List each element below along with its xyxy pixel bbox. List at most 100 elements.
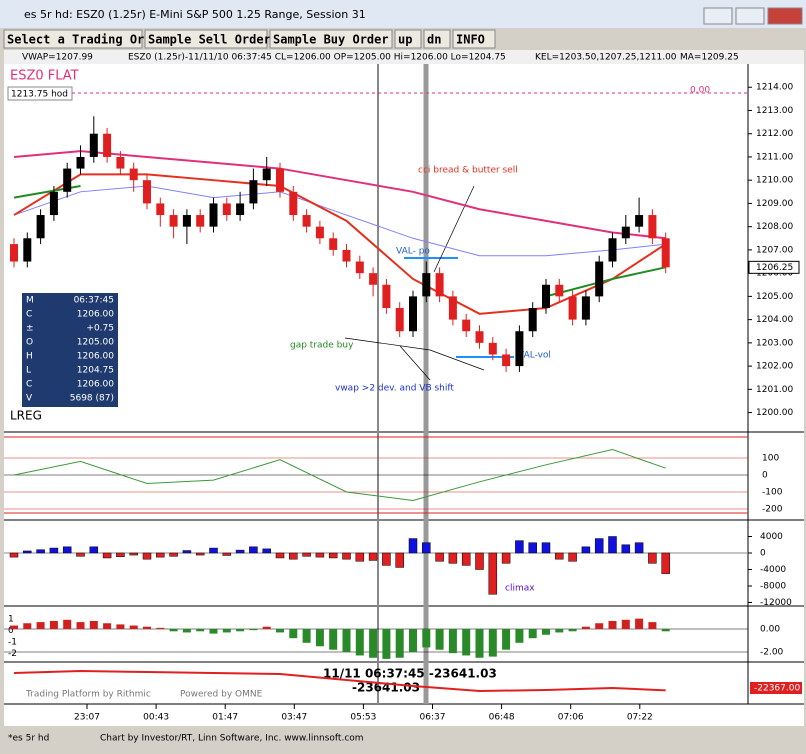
toolbar-button[interactable] xyxy=(394,29,422,49)
y-tick-label: 1202.00 xyxy=(756,362,793,372)
hist-bar xyxy=(488,629,497,657)
toolbar-label[interactable]: Select a Trading Order xyxy=(7,33,166,47)
delta-bar xyxy=(315,552,325,558)
toolbar-button[interactable] xyxy=(144,29,268,49)
zero-label: 0.00 xyxy=(690,86,710,96)
minimize-button[interactable] xyxy=(703,7,733,25)
y-tick-label: 100 xyxy=(762,454,779,464)
hist-bar xyxy=(355,629,364,656)
candle-body xyxy=(448,296,457,320)
toolbar-button[interactable] xyxy=(423,29,451,49)
hist-bar xyxy=(249,629,258,631)
candle-body xyxy=(76,156,85,169)
hist-bar xyxy=(369,629,378,658)
delta-bar xyxy=(222,552,232,556)
branding: Trading Platform by Rithmic xyxy=(25,690,151,700)
hist-bar xyxy=(409,629,417,652)
data-box-value: +0.75 xyxy=(86,324,114,334)
candle-body xyxy=(369,273,378,285)
y-tick-label: -4000 xyxy=(760,565,786,575)
candle-body xyxy=(661,238,670,268)
data-box xyxy=(22,293,118,407)
cci-line xyxy=(13,448,666,502)
x-tick-label: 07:22 xyxy=(627,713,653,723)
candle-body xyxy=(156,203,165,216)
delta-bar xyxy=(568,552,577,562)
hist-bar xyxy=(515,629,524,643)
y-tick-label: 1211.00 xyxy=(756,152,793,162)
hist-bar xyxy=(302,629,311,643)
delta-bar xyxy=(195,552,205,556)
toolbar-label[interactable]: Sample Buy Order xyxy=(273,33,389,47)
candle-body xyxy=(209,203,218,227)
last-price-label: 1206.25 xyxy=(756,263,793,273)
annotation: climax xyxy=(505,584,535,594)
maximize-button[interactable] xyxy=(735,7,765,25)
toolbar-button[interactable] xyxy=(269,29,393,49)
toolbar-label[interactable]: dn xyxy=(427,33,441,47)
candle-body xyxy=(621,226,630,239)
toolbar-label[interactable]: Sample Sell Order xyxy=(148,33,271,47)
toolbar-button[interactable] xyxy=(452,29,496,49)
y-tick-label: 1204.00 xyxy=(756,315,793,325)
hist-bar xyxy=(648,622,657,629)
legend-item: ESZ0 (1.25r)-11/11/10 06:37:45 CL=1206.0… xyxy=(128,53,506,63)
candle-body xyxy=(103,133,112,157)
delta-bar xyxy=(49,547,59,554)
title-bar xyxy=(0,0,806,28)
candle-body xyxy=(302,215,311,227)
y-tick-label: 1209.00 xyxy=(756,199,793,209)
y-tick-label: 0 xyxy=(760,549,766,559)
toolbar-button[interactable] xyxy=(3,29,143,49)
annotation: VAL- po xyxy=(396,247,430,257)
delta-bar xyxy=(395,552,404,568)
hist-bar xyxy=(595,623,604,629)
candle-body xyxy=(595,261,604,297)
hist-bar xyxy=(63,619,72,629)
legend-item: MA=1209.25 xyxy=(680,53,739,63)
hist-bar xyxy=(36,622,45,629)
status-bar xyxy=(0,728,806,750)
delta-bar xyxy=(408,538,418,554)
candle-body xyxy=(608,238,617,262)
hist-bar xyxy=(635,618,644,629)
chart-area xyxy=(4,50,804,726)
toolbar-label[interactable]: up xyxy=(398,33,412,47)
y-tick-label: 1200.00 xyxy=(756,408,793,418)
delta-bar xyxy=(555,552,564,560)
hist-bar xyxy=(555,629,564,633)
delta-bar xyxy=(422,542,431,554)
close-button[interactable] xyxy=(767,7,803,25)
hist-bar xyxy=(581,626,590,629)
data-box-key: ± xyxy=(26,324,34,334)
data-box-key: C xyxy=(26,310,32,320)
x-tick-label: 01:47 xyxy=(212,713,238,723)
hist-bar xyxy=(209,629,218,634)
data-box-value: 06:37:45 xyxy=(74,296,114,306)
candle-body xyxy=(462,319,471,332)
candle-body xyxy=(262,168,271,181)
delta-bar xyxy=(9,552,19,558)
delta-bar xyxy=(475,552,484,570)
y-tick-label: -100 xyxy=(762,488,783,498)
cursor-value: -23641.03 xyxy=(352,681,420,695)
hist-bar xyxy=(448,629,457,654)
candle-body xyxy=(315,226,324,239)
candle-body xyxy=(129,168,138,181)
y-tick-label: -200 xyxy=(762,505,783,515)
symbol-label: ESZ0 FLAT xyxy=(10,69,79,84)
left-scale-label: -1 xyxy=(8,638,17,648)
hist-bar xyxy=(103,623,112,629)
x-tick-label: 07:06 xyxy=(558,713,584,723)
hist-bar xyxy=(475,629,484,658)
hist-bar xyxy=(315,629,324,647)
hist-bar xyxy=(89,620,98,629)
candle-body xyxy=(116,156,125,169)
hist-bar xyxy=(342,629,351,652)
toolbar-label[interactable]: INFO xyxy=(456,33,485,47)
candle-body xyxy=(249,180,258,204)
hist-bar xyxy=(116,624,125,629)
delta-bar xyxy=(129,552,138,556)
delta-bar xyxy=(76,552,85,557)
annotation-arrow xyxy=(433,185,475,273)
